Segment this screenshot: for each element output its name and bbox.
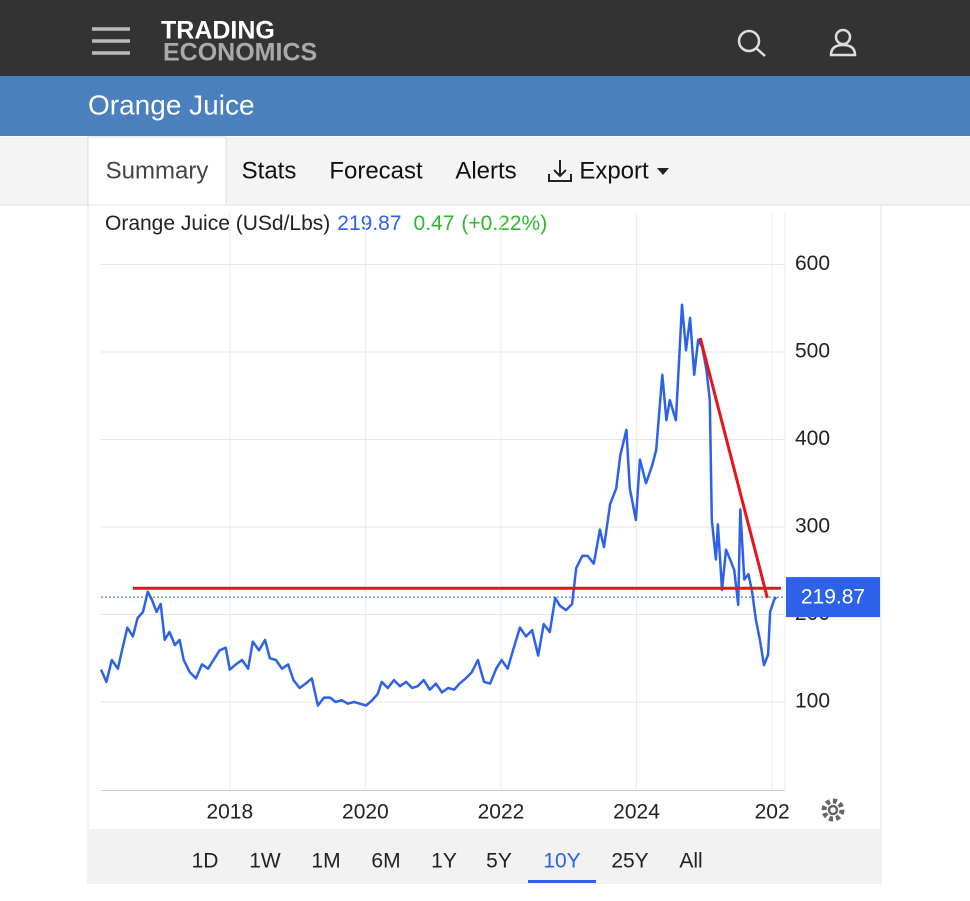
tab[interactable]: Summary: [106, 157, 209, 184]
x-tick-label: 2022: [478, 801, 525, 824]
logo-bottom[interactable]: ECONOMICS: [163, 39, 317, 67]
chart-panel: [87, 204, 882, 884]
export-glyph: [548, 160, 572, 182]
export-caret: [657, 168, 669, 175]
price-line: [99, 303, 778, 707]
tab[interactable]: Forecast: [329, 157, 423, 184]
price-tag-label: 219.87: [801, 586, 865, 609]
settings-icon[interactable]: [821, 798, 845, 822]
x-tick-label: 2024: [613, 801, 660, 824]
menu-icon[interactable]: [92, 27, 130, 55]
export-icon: [548, 160, 572, 182]
quote-price: 219.87: [337, 212, 401, 235]
x-tick-label: 2018: [206, 801, 253, 824]
search-icon[interactable]: [737, 29, 766, 57]
y-tick-label: 400: [795, 427, 830, 450]
range-button[interactable]: 25Y: [611, 850, 648, 873]
range-bar: [89, 829, 880, 882]
quote-line: Orange Juice (USd/Lbs) 219.87 0.47 (+0.22%): [105, 212, 547, 235]
search-handle: [755, 47, 766, 57]
y-tick-label: 500: [795, 340, 830, 363]
user-icon[interactable]: [829, 28, 857, 57]
series-name: Orange Juice (USd/Lbs): [105, 212, 330, 235]
range-button[interactable]: 6M: [371, 850, 400, 873]
range-button[interactable]: 1Y: [431, 850, 457, 873]
x-tick-label: 2020: [342, 801, 389, 824]
quote-change-pct: (+0.22%): [461, 212, 547, 235]
x-tick-label: 202: [755, 801, 790, 824]
y-tick-label: 600: [795, 252, 830, 275]
trend-line: [698, 337, 769, 599]
top-bar: [0, 0, 970, 76]
range-button[interactable]: 10Y: [543, 850, 580, 873]
price-tag: [786, 577, 880, 618]
page-title: Orange Juice: [88, 89, 255, 120]
title-bar: [0, 76, 970, 136]
user-body: [829, 43, 857, 57]
tab[interactable]: Stats: [242, 157, 297, 184]
gear-hub: [827, 804, 839, 816]
quote-change: 0.47: [414, 212, 455, 235]
range-button[interactable]: 1W: [249, 850, 281, 873]
logo-top[interactable]: TRADING: [161, 17, 275, 45]
gear-teeth: [821, 798, 845, 822]
tab[interactable]: Alerts: [455, 157, 516, 184]
range-button[interactable]: All: [679, 850, 702, 873]
range-active-underline: [528, 880, 596, 883]
range-button[interactable]: 5Y: [486, 850, 512, 873]
y-tick-label: 100: [795, 690, 830, 713]
tab[interactable]: Export: [579, 157, 649, 184]
range-button[interactable]: 1M: [311, 850, 340, 873]
y-tick-label: 300: [795, 515, 830, 538]
search-lens: [737, 29, 761, 53]
range-button[interactable]: 1D: [192, 850, 219, 873]
